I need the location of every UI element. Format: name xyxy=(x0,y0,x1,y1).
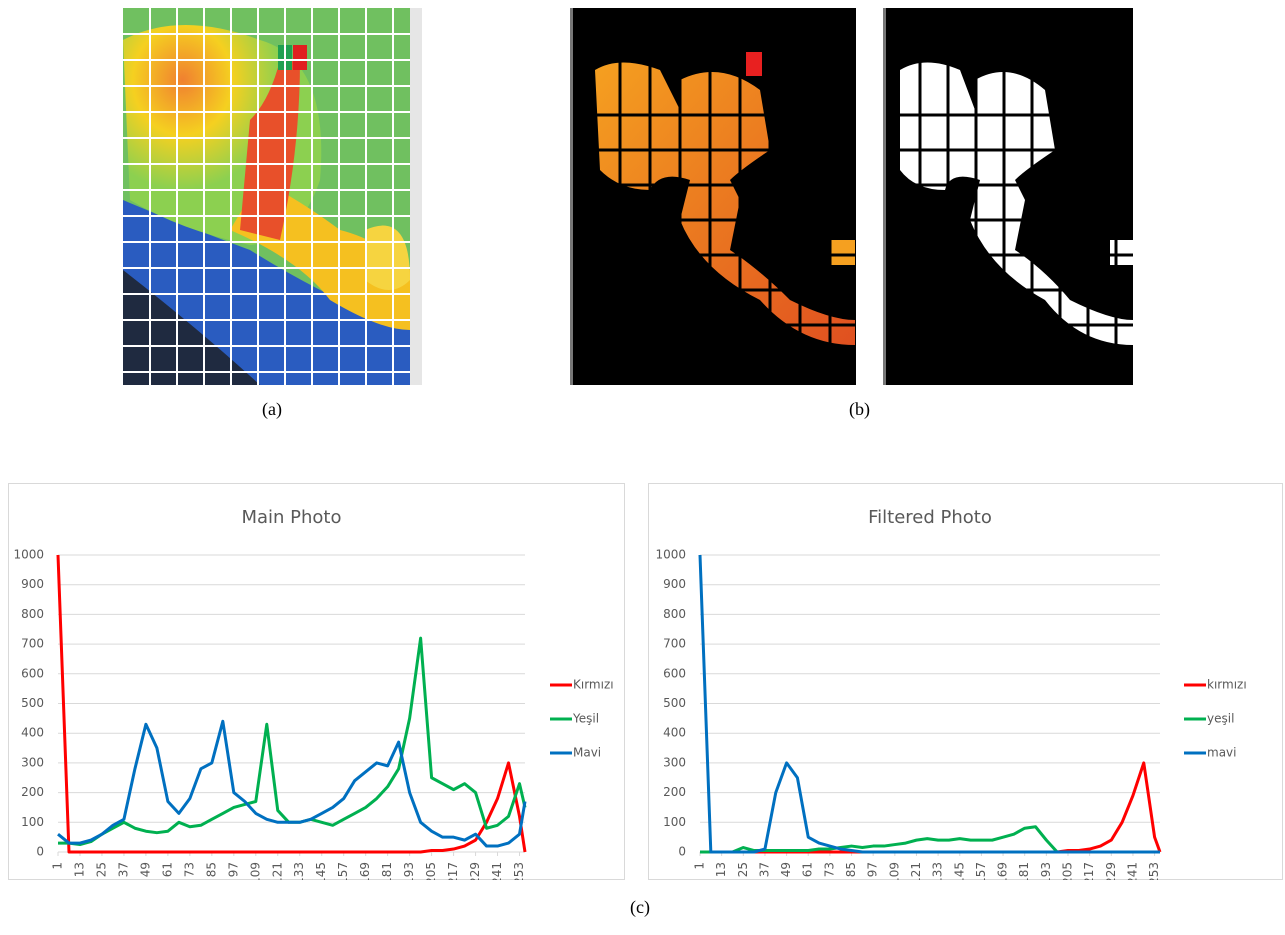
y-tick-label: 500 xyxy=(663,696,686,710)
y-tick-label: 700 xyxy=(663,637,686,651)
x-tick-label: 37 xyxy=(757,862,771,877)
caption: (b) xyxy=(849,399,870,420)
images xyxy=(0,0,1285,400)
x-tick-label: 241 xyxy=(490,862,504,880)
x-tick-label: 205 xyxy=(1061,862,1075,880)
legend-label: kırmızı xyxy=(1207,678,1247,692)
x-tick-label: 181 xyxy=(380,862,394,880)
x-tick-label: 97 xyxy=(866,862,880,877)
y-tick-label: 1000 xyxy=(13,548,44,562)
y-tick-label: 800 xyxy=(21,607,44,621)
x-tick-label: 157 xyxy=(974,862,988,880)
legend-label: Yeşil xyxy=(572,712,599,726)
x-tick-label: 85 xyxy=(204,862,218,877)
x-tick-label: 97 xyxy=(226,862,240,877)
x-tick-label: 145 xyxy=(952,862,966,880)
x-tick-label: 121 xyxy=(909,862,923,880)
x-tick-label: 217 xyxy=(1082,862,1096,880)
x-tick-label: 145 xyxy=(314,862,328,880)
chart-title: Main Photo xyxy=(241,507,341,528)
x-tick-label: 133 xyxy=(292,862,306,880)
x-tick-label: 253 xyxy=(512,862,526,880)
x-tick-label: 85 xyxy=(844,862,858,877)
x-tick-label: 253 xyxy=(1147,862,1161,880)
x-tick-label: 25 xyxy=(94,862,108,877)
y-tick-label: 100 xyxy=(21,815,44,829)
x-tick-label: 193 xyxy=(402,862,416,880)
filtered-image-color xyxy=(570,8,856,385)
legend-label: yeşil xyxy=(1207,712,1234,726)
y-tick-label: 700 xyxy=(21,637,44,651)
x-tick-label: 13 xyxy=(714,862,728,877)
legend-label: mavi xyxy=(1207,746,1236,760)
x-tick-label: 133 xyxy=(931,862,945,880)
x-tick-label: 205 xyxy=(424,862,438,880)
x-tick-label: 61 xyxy=(160,862,174,877)
x-tick-label: 25 xyxy=(736,862,750,877)
y-tick-label: 600 xyxy=(21,666,44,680)
chart-title: Filtered Photo xyxy=(868,507,992,528)
x-tick-label: 109 xyxy=(887,862,901,880)
legend-label: Mavi xyxy=(573,746,601,760)
x-tick-label: 61 xyxy=(801,862,815,877)
y-tick-label: 600 xyxy=(663,666,686,680)
x-tick-label: 241 xyxy=(1125,862,1139,880)
y-tick-label: 500 xyxy=(21,696,44,710)
x-tick-label: 157 xyxy=(336,862,350,880)
caption: (a) xyxy=(262,399,282,420)
x-tick-label: 37 xyxy=(116,862,130,877)
thermal-image xyxy=(123,8,422,385)
x-tick-label: 73 xyxy=(822,862,836,877)
x-tick-label: 49 xyxy=(138,862,152,877)
y-tick-label: 200 xyxy=(663,785,686,799)
chart: Filtered Photo 0 100 200 300 400 500 600 700 800 9… xyxy=(648,483,1283,880)
y-tick-label: 0 xyxy=(678,845,686,859)
legend-label: Kırmızı xyxy=(573,678,614,692)
chart: Main Photo 0 100 200 300 400 500 600 700 800 900 10… xyxy=(8,483,625,880)
y-tick-label: 400 xyxy=(663,726,686,740)
x-tick-label: 121 xyxy=(270,862,284,880)
y-tick-label: 400 xyxy=(21,726,44,740)
y-tick-label: 900 xyxy=(663,577,686,591)
x-tick-label: 229 xyxy=(468,862,482,880)
x-tick-label: 169 xyxy=(358,862,372,880)
x-tick-label: 193 xyxy=(1039,862,1053,880)
page: (a) (b) (c) Main Photo 0 100 200 300 400 500 60… xyxy=(0,0,1285,935)
x-tick-label: 49 xyxy=(779,862,793,877)
x-tick-label: 13 xyxy=(72,862,86,877)
y-tick-label: 1000 xyxy=(655,548,686,562)
x-tick-label: 169 xyxy=(996,862,1010,880)
x-tick-label: 229 xyxy=(1104,862,1118,880)
y-tick-label: 900 xyxy=(21,577,44,591)
x-tick-label: 1 xyxy=(693,862,707,870)
x-tick-label: 1 xyxy=(51,862,65,870)
filtered-image-binary xyxy=(883,8,1133,385)
x-tick-label: 181 xyxy=(1017,862,1031,880)
caption: (c) xyxy=(630,897,650,918)
y-tick-label: 300 xyxy=(663,755,686,769)
y-tick-label: 300 xyxy=(21,755,44,769)
x-tick-label: 217 xyxy=(446,862,460,880)
x-tick-label: 109 xyxy=(248,862,262,880)
y-tick-label: 200 xyxy=(21,785,44,799)
y-tick-label: 0 xyxy=(36,845,44,859)
y-tick-label: 800 xyxy=(663,607,686,621)
chart-frame xyxy=(649,484,1283,880)
x-tick-label: 73 xyxy=(182,862,196,877)
y-tick-label: 100 xyxy=(663,815,686,829)
